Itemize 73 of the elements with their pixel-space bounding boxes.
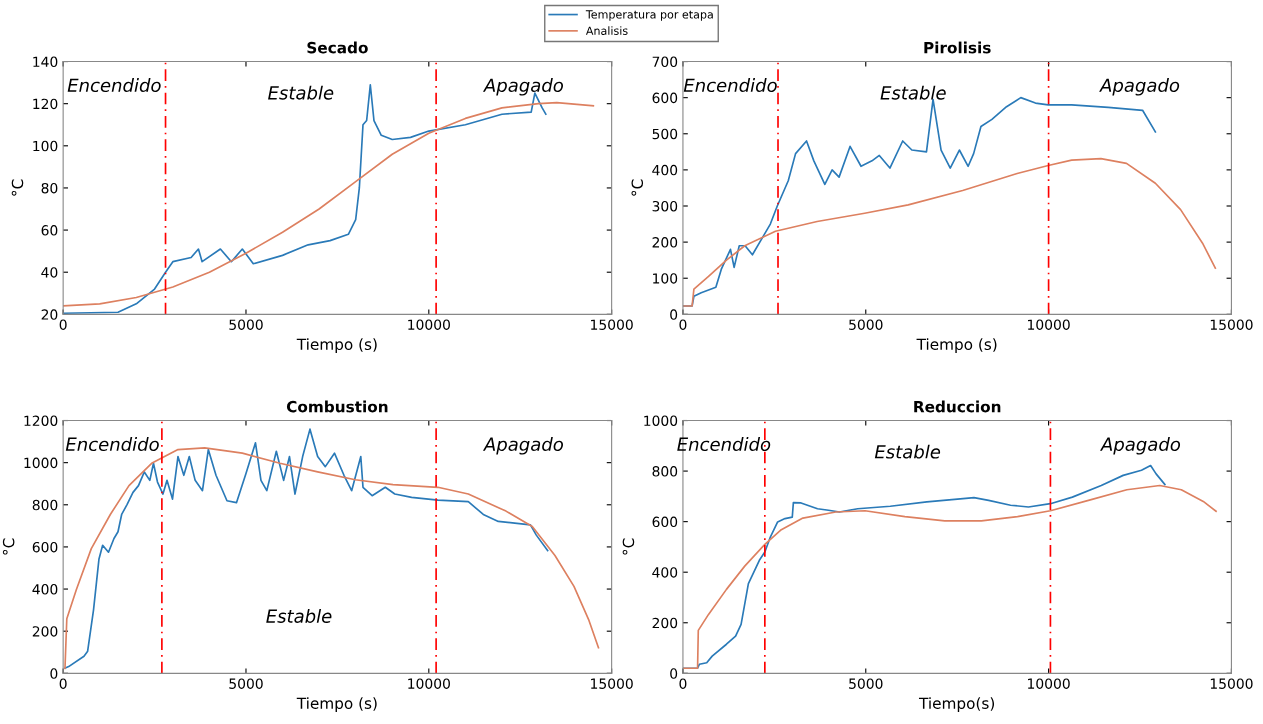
y-axis-title: °C: [622, 538, 635, 555]
annotation: Apagado: [1099, 78, 1180, 96]
chart-title: Pirolisis: [924, 41, 991, 54]
y-tick-label: 100: [33, 140, 58, 152]
x-tick-label: 5000: [849, 678, 883, 689]
x-tick-label: 0: [59, 319, 67, 330]
x-tick-label: 5000: [229, 678, 263, 689]
annotation: Apagado: [482, 437, 563, 455]
y-tick-label: 0: [670, 309, 678, 320]
y-tick-label: 1000: [644, 415, 678, 426]
y-tick-label: 120: [33, 98, 58, 110]
y-tick-label: 80: [41, 182, 58, 194]
y-tick-label: 500: [652, 128, 678, 140]
x-tick-label: 0: [679, 319, 687, 330]
y-tick-label: 60: [41, 225, 58, 236]
y-tick-label: 100: [653, 273, 678, 284]
x-tick-label: 0: [679, 678, 687, 689]
x-tick-label: 5000: [849, 319, 883, 330]
line-series: [63, 101, 595, 307]
x-tick-label: 5000: [229, 319, 263, 330]
annotation: Encendido: [683, 78, 777, 93]
annotation: Estable: [268, 85, 334, 100]
x-tick-label: 10000: [1028, 678, 1070, 689]
y-tick-label: 200: [652, 237, 678, 248]
y-tick-label: 600: [32, 541, 58, 553]
y-tick-label: 800: [652, 466, 678, 477]
line-series: [682, 484, 1217, 670]
y-tick-label: 200: [652, 617, 678, 629]
line-series: [682, 157, 1217, 307]
x-tick-label: 0: [59, 678, 67, 689]
annotation: Apagado: [1100, 437, 1181, 455]
chart-title: Reduccion: [914, 400, 1001, 413]
annotation: Encendido: [65, 437, 159, 452]
annotation: Estable: [880, 85, 946, 100]
annotation: Estable: [874, 444, 941, 459]
y-tick-label: 200: [32, 626, 58, 637]
y-tick-label: 20: [41, 309, 58, 320]
y-tick-label: 400: [32, 584, 58, 595]
legend-label: Temperatura por etapa: [585, 10, 713, 21]
x-axis-title: Tiempo (s): [916, 338, 997, 353]
y-tick-label: 300: [652, 200, 678, 212]
x-tick-label: 15000: [591, 319, 633, 330]
x-tick-label: 10000: [408, 678, 450, 689]
legend-label: Analisis: [585, 26, 628, 35]
annotation: Estable: [266, 608, 332, 623]
y-tick-label: 1000: [24, 457, 58, 469]
annotation: Apagado: [482, 78, 563, 96]
y-axis-title: °C: [2, 538, 15, 555]
x-tick-label: 10000: [408, 319, 450, 330]
y-tick-label: 1200: [24, 415, 58, 426]
y-tick-label: 0: [50, 668, 58, 679]
y-tick-label: 600: [652, 92, 678, 104]
y-tick-label: 800: [32, 499, 58, 511]
x-tick-label: 10000: [1028, 319, 1070, 330]
y-tick-label: 600: [652, 516, 678, 528]
y-tick-label: 400: [652, 567, 678, 578]
x-axis-title: Tiempo(s): [918, 697, 995, 712]
y-tick-label: 700: [652, 56, 678, 68]
annotation: Encendido: [677, 437, 771, 452]
chart-title: Combustion: [286, 400, 388, 413]
y-axis-title: °C: [631, 179, 644, 196]
x-axis-title: Tiempo (s): [296, 697, 377, 712]
x-axis-title: Tiempo (s): [296, 338, 377, 353]
x-tick-label: 15000: [1210, 678, 1253, 689]
annotation: Encendido: [67, 78, 161, 93]
y-tick-label: 0: [670, 668, 678, 679]
y-axis-title: °C: [11, 179, 24, 196]
y-tick-label: 400: [652, 164, 678, 176]
y-tick-label: 140: [33, 56, 58, 68]
x-tick-label: 15000: [591, 678, 633, 689]
y-tick-label: 40: [41, 267, 58, 278]
chart-title: Secado: [307, 41, 368, 54]
x-tick-label: 15000: [1210, 319, 1253, 330]
